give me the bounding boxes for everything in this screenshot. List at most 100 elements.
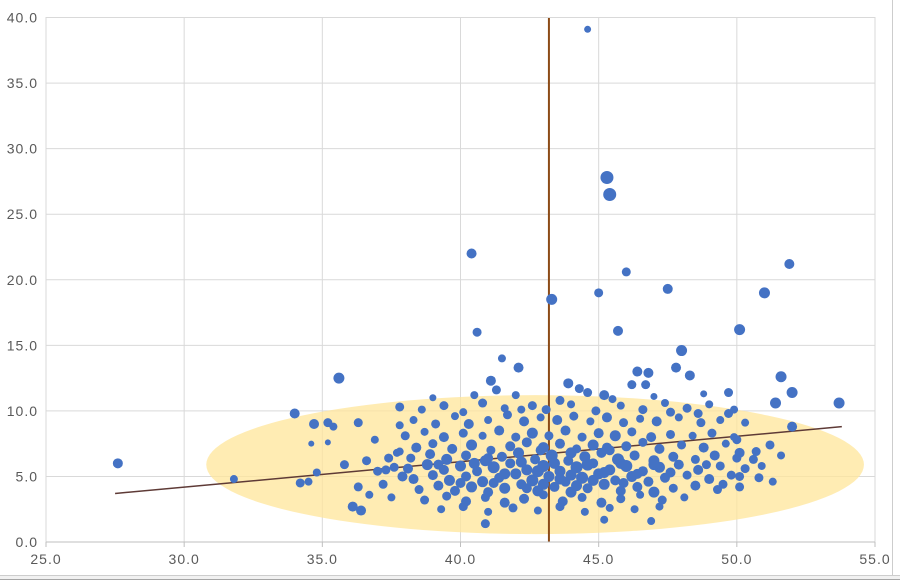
data-point	[682, 470, 692, 480]
data-point	[632, 481, 643, 492]
data-point	[757, 461, 766, 470]
data-point	[353, 418, 363, 428]
data-point	[648, 459, 660, 471]
data-point	[400, 431, 410, 441]
data-point	[552, 415, 563, 426]
data-point	[466, 439, 478, 451]
data-point	[421, 459, 433, 471]
data-point	[600, 515, 609, 524]
data-point	[599, 390, 610, 401]
data-point	[472, 327, 482, 337]
data-point	[515, 456, 527, 468]
data-point	[324, 439, 331, 446]
data-point	[700, 390, 708, 398]
data-point	[443, 474, 455, 486]
data-point	[544, 431, 554, 441]
data-point	[666, 407, 676, 417]
data-point	[521, 437, 532, 448]
data-point	[605, 503, 614, 512]
data-point	[696, 418, 706, 428]
data-point	[466, 248, 477, 259]
data-point	[646, 432, 657, 443]
data-point	[477, 476, 489, 488]
data-point	[688, 431, 697, 440]
data-point	[567, 400, 576, 409]
x-axis-tick-label: 50.0	[721, 551, 752, 567]
data-point	[730, 405, 739, 414]
data-point	[414, 485, 424, 495]
data-point	[730, 433, 739, 442]
data-point	[468, 457, 480, 469]
data-point	[716, 416, 725, 425]
data-point	[662, 283, 673, 294]
data-point	[484, 507, 493, 516]
data-point	[666, 429, 676, 439]
data-point	[411, 442, 422, 453]
data-point	[378, 479, 388, 489]
data-point	[406, 453, 416, 463]
data-point	[680, 493, 689, 502]
data-point	[373, 466, 383, 476]
data-point	[627, 427, 637, 437]
data-point	[598, 478, 610, 490]
data-point	[554, 473, 566, 485]
data-point	[389, 462, 399, 472]
data-point	[726, 470, 736, 480]
data-point	[705, 400, 714, 409]
data-point	[499, 468, 511, 480]
data-point	[500, 404, 509, 413]
data-point	[395, 447, 404, 456]
x-axis-tick-label: 55.0	[859, 551, 890, 567]
data-point	[527, 401, 537, 411]
data-point	[420, 427, 429, 436]
data-point	[526, 474, 539, 487]
data-point	[768, 477, 777, 486]
data-point	[486, 445, 496, 455]
data-point	[541, 405, 551, 415]
data-point	[735, 471, 745, 481]
data-point	[458, 428, 468, 438]
data-point	[671, 362, 682, 373]
data-point	[295, 478, 305, 488]
data-point	[497, 354, 506, 363]
y-axis-tick-label: 5.0	[16, 468, 38, 484]
data-point	[580, 507, 589, 516]
data-point	[630, 505, 639, 514]
y-axis-tick-label: 0.0	[16, 534, 38, 550]
data-point	[433, 459, 444, 470]
data-point	[560, 425, 571, 436]
data-point	[439, 401, 449, 411]
data-point	[618, 477, 629, 488]
data-point	[438, 432, 449, 443]
data-point	[754, 473, 764, 483]
data-point	[428, 439, 438, 449]
data-point	[657, 495, 667, 505]
y-axis-tick-label: 35.0	[7, 75, 38, 91]
data-point	[577, 492, 587, 502]
data-point	[533, 506, 542, 515]
data-point	[740, 464, 750, 474]
data-point	[502, 410, 512, 420]
data-point	[608, 395, 617, 404]
data-point	[569, 411, 579, 421]
data-point	[673, 459, 684, 470]
data-point	[521, 464, 533, 476]
data-point	[511, 432, 521, 442]
data-point	[643, 476, 654, 487]
data-point	[609, 430, 621, 442]
data-point	[636, 414, 645, 423]
data-point	[751, 447, 761, 457]
data-point	[309, 418, 320, 429]
data-point	[517, 405, 526, 414]
data-point	[638, 405, 648, 415]
data-point	[304, 477, 313, 486]
y-axis-tick-label: 40.0	[7, 10, 38, 26]
data-point	[480, 519, 490, 529]
data-point	[513, 362, 524, 373]
data-point	[508, 503, 518, 513]
data-point	[693, 464, 704, 475]
data-point	[627, 380, 637, 390]
data-point	[674, 413, 683, 422]
